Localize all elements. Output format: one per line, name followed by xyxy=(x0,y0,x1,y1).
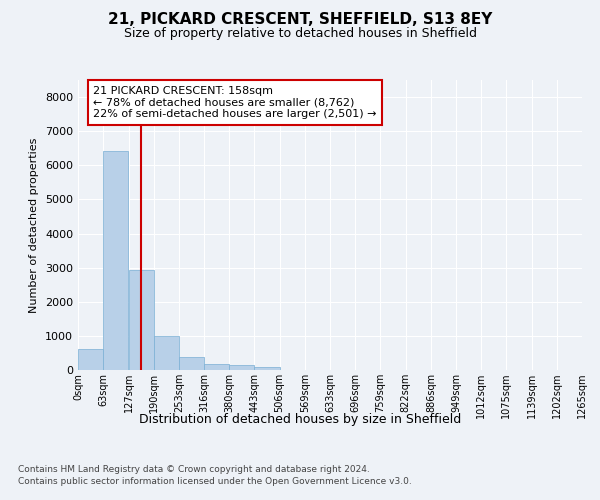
Y-axis label: Number of detached properties: Number of detached properties xyxy=(29,138,40,312)
Bar xyxy=(154,336,179,370)
Bar xyxy=(103,151,128,370)
Text: Distribution of detached houses by size in Sheffield: Distribution of detached houses by size … xyxy=(139,412,461,426)
Text: 21 PICKARD CRESCENT: 158sqm
← 78% of detached houses are smaller (8,762)
22% of : 21 PICKARD CRESCENT: 158sqm ← 78% of det… xyxy=(93,86,377,119)
Text: Contains HM Land Registry data © Crown copyright and database right 2024.: Contains HM Land Registry data © Crown c… xyxy=(18,465,370,474)
Bar xyxy=(254,367,280,370)
Bar xyxy=(128,270,154,370)
Text: Contains public sector information licensed under the Open Government Licence v3: Contains public sector information licen… xyxy=(18,478,412,486)
Bar xyxy=(204,364,229,370)
Bar xyxy=(229,365,254,370)
Text: 21, PICKARD CRESCENT, SHEFFIELD, S13 8EY: 21, PICKARD CRESCENT, SHEFFIELD, S13 8EY xyxy=(108,12,492,28)
Bar xyxy=(179,357,204,370)
Text: Size of property relative to detached houses in Sheffield: Size of property relative to detached ho… xyxy=(124,28,476,40)
Bar xyxy=(78,349,103,370)
